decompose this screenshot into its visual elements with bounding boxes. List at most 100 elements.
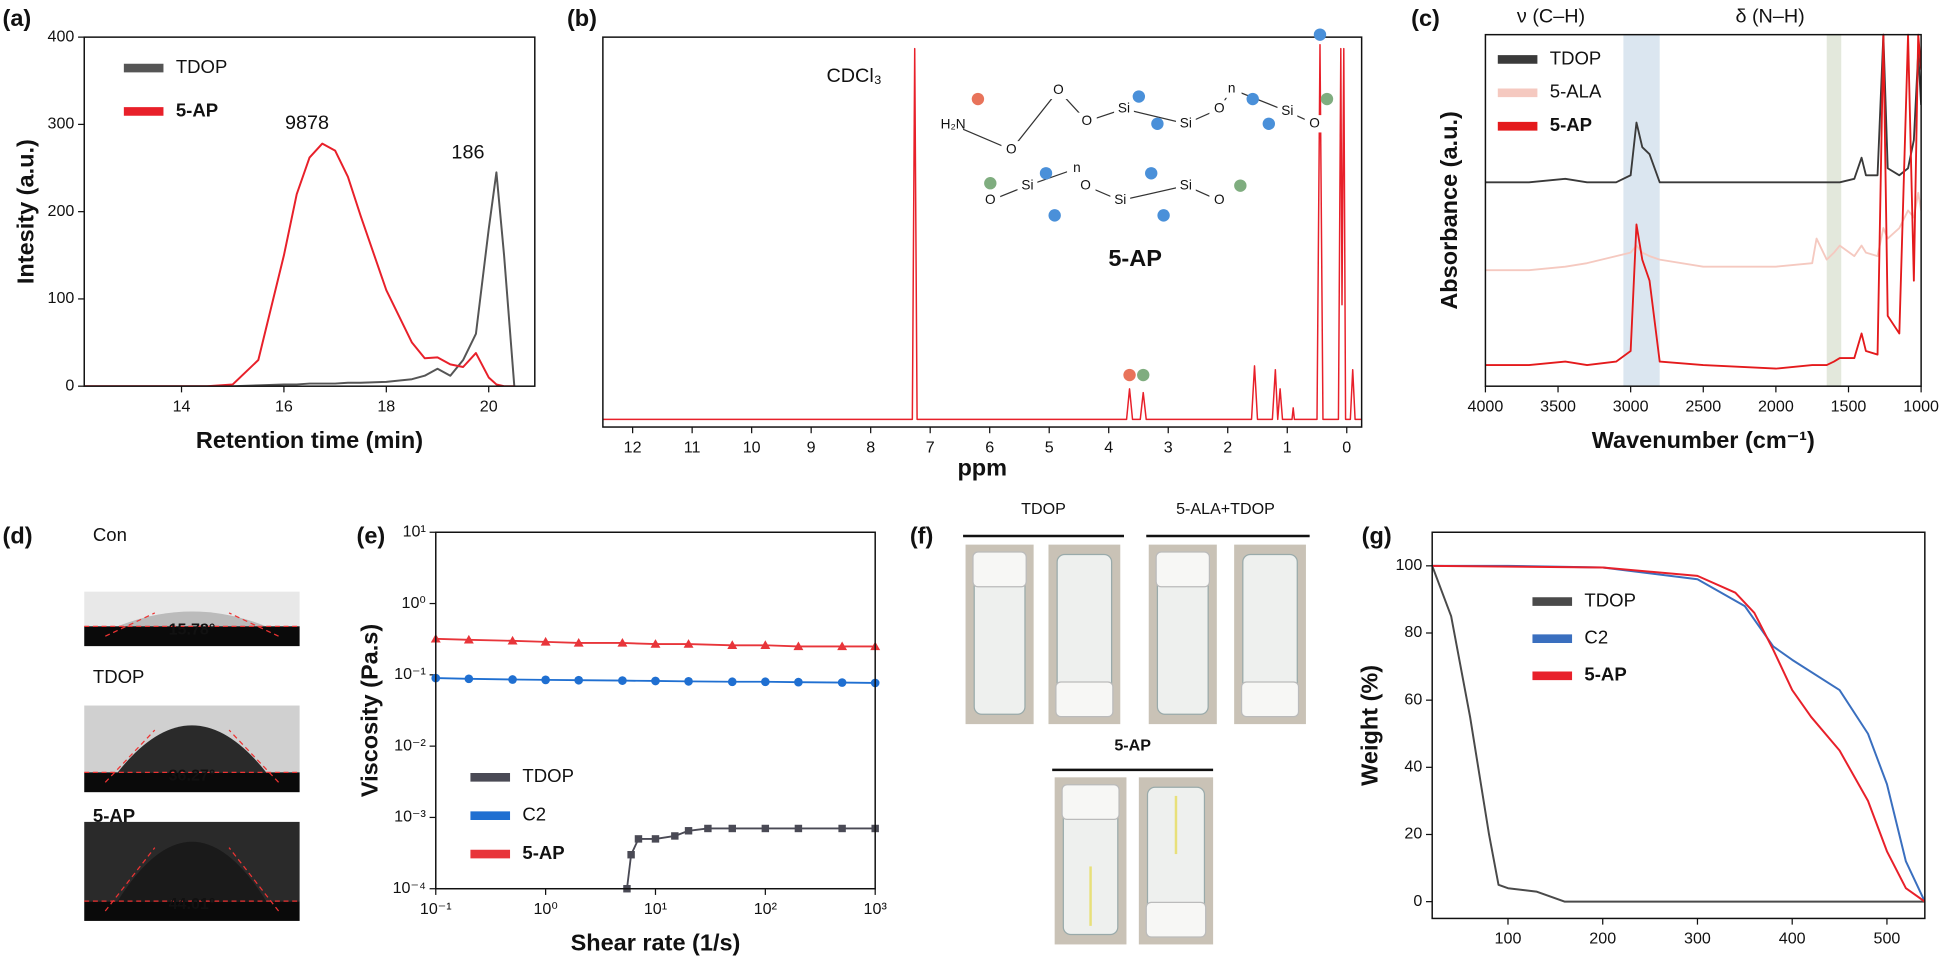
atom-bg [1304, 115, 1325, 133]
x-axis-title: Temperature (°C) [1584, 959, 1773, 963]
structure-dot [984, 177, 997, 190]
annotation: 186 [451, 142, 484, 164]
atom-bg [1076, 112, 1097, 130]
y-axis-title: Viscosity (Pa.s) [357, 624, 383, 797]
atom: O [1053, 82, 1064, 97]
y-tick-label: 10⁰ [402, 594, 426, 612]
atom-bg [1048, 81, 1069, 100]
legend-label: TDOP [522, 765, 574, 786]
x-tick-label: 10 [743, 438, 761, 456]
x-tick-label: 5 [1045, 438, 1054, 456]
panel-label: (e) [357, 522, 386, 548]
marker [508, 675, 517, 684]
marker [671, 832, 679, 840]
structure-name: 5-AP [1108, 245, 1162, 271]
atom: O [1006, 141, 1017, 156]
atom-bg [1221, 80, 1242, 98]
x-tick-label: 1 [1283, 438, 1292, 456]
y-tick-label: 0 [65, 376, 74, 394]
x-tick-label: 10⁻¹ [420, 900, 452, 918]
y-tick-label: 10⁻² [394, 736, 426, 754]
band [1826, 34, 1842, 387]
y-tick-label: 10⁻¹ [394, 665, 426, 683]
vial-cap [1061, 784, 1120, 821]
atom-bg [1114, 100, 1134, 118]
x-tick-label: 8 [866, 438, 875, 456]
y-tick-label: 0 [1413, 892, 1422, 910]
vial-cap [1240, 681, 1300, 718]
marker [618, 676, 627, 685]
x-axis-title: ppm [957, 454, 1007, 480]
band [1623, 34, 1660, 387]
plot-frame [1484, 33, 1922, 387]
marker [760, 640, 771, 649]
vial-cap [972, 551, 1027, 588]
atom-bg [980, 191, 1001, 210]
marker [573, 638, 584, 647]
legend-label: 5-AP [1550, 114, 1592, 135]
group-label: 5-ALA+TDOP [1176, 500, 1275, 518]
x-tick-label: 10⁰ [533, 900, 557, 918]
plot-frame [435, 531, 876, 890]
y-tick-label: 60 [1404, 690, 1422, 708]
x-tick-label: 200 [1589, 930, 1616, 948]
y-tick-label: 10⁻³ [394, 808, 426, 826]
marker [684, 677, 693, 686]
x-tick-label: 500 [1874, 930, 1901, 948]
tangent [228, 612, 279, 637]
y-tick-label: 100 [48, 289, 75, 307]
legend-label: TDOP [1584, 589, 1636, 610]
atom-bg [1067, 159, 1087, 178]
x-tick-label: 3500 [1540, 397, 1576, 415]
sample-label: TDOP [93, 666, 145, 687]
series-line [84, 142, 515, 387]
marker [684, 827, 693, 835]
x-tick-label: 9 [807, 438, 816, 456]
series-line [1432, 564, 1925, 903]
droplet [117, 841, 267, 902]
panel-label: (a) [3, 5, 32, 31]
peak-marker [1313, 28, 1327, 41]
structure-dot [1151, 117, 1164, 130]
panel-label: (b) [567, 5, 597, 31]
y-tick-label: 100 [1395, 556, 1422, 574]
tangent [105, 612, 156, 637]
panel-label: (c) [1411, 5, 1440, 31]
marker [541, 675, 550, 685]
atom-bg [1001, 141, 1022, 159]
structure-dot [1320, 92, 1334, 106]
structure-dot [1246, 92, 1259, 106]
plot-frame [83, 36, 536, 387]
x-tick-label: 10¹ [644, 900, 667, 918]
x-tick-label: 2000 [1758, 397, 1794, 415]
marker [794, 677, 803, 687]
angle-label: 15.78° [169, 620, 216, 638]
droplet [117, 725, 267, 773]
atom-bg [1175, 177, 1196, 195]
series-line [626, 827, 876, 889]
atom: H₂N [941, 117, 966, 132]
angle-label: 44.01° [169, 895, 216, 913]
angle-label: 36.27° [169, 766, 216, 784]
structure-dot [1039, 167, 1053, 180]
panel-label: (f) [910, 522, 933, 548]
marker [540, 636, 551, 646]
marker [794, 824, 803, 833]
structure-dot [1132, 90, 1146, 103]
tangent [104, 847, 156, 912]
marker [617, 638, 628, 647]
peak-marker [1123, 368, 1136, 382]
plot-frame [602, 36, 1363, 428]
panel-label: (d) [3, 522, 33, 548]
x-tick-label: 300 [1684, 930, 1711, 948]
panel-label: (g) [1362, 522, 1392, 548]
atom-bg [1277, 102, 1298, 121]
marker [761, 824, 770, 833]
y-tick-label: 200 [48, 202, 75, 220]
vial-cap [1145, 901, 1207, 938]
structure-dot [1157, 209, 1170, 222]
marker [793, 641, 804, 651]
x-tick-label: 0 [1342, 438, 1351, 456]
